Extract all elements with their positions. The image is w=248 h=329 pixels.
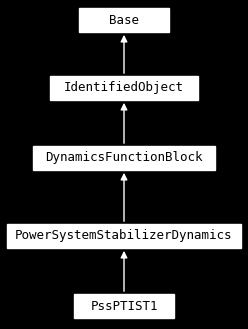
Text: DynamicsFunctionBlock: DynamicsFunctionBlock (45, 151, 203, 164)
Text: Base: Base (109, 13, 139, 27)
FancyBboxPatch shape (7, 224, 241, 248)
Text: IdentifiedObject: IdentifiedObject (64, 82, 184, 94)
Text: PssPTIST1: PssPTIST1 (90, 299, 158, 313)
FancyBboxPatch shape (74, 294, 174, 318)
Text: PowerSystemStabilizerDynamics: PowerSystemStabilizerDynamics (15, 230, 233, 242)
FancyBboxPatch shape (50, 76, 198, 100)
FancyBboxPatch shape (33, 146, 215, 170)
FancyBboxPatch shape (79, 8, 169, 32)
